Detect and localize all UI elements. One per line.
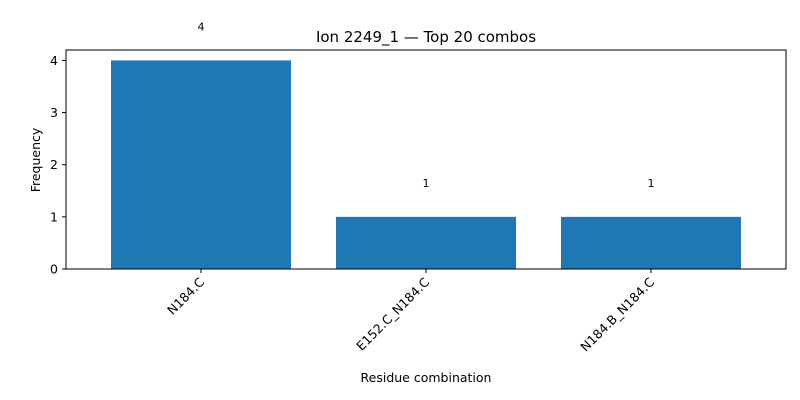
- y-axis-ticks: 0 1 2 3 4: [50, 53, 66, 277]
- x-tick-label-1: N184.C: [164, 274, 207, 317]
- x-axis-ticks: N184.C E152.C_N184.C N184.B_N184.C: [164, 269, 657, 354]
- y-tick-label-0: 0: [50, 262, 58, 277]
- x-axis-label: Residue combination: [361, 370, 492, 385]
- y-axis-label: Frequency: [28, 127, 43, 192]
- data-labels-group: 4 1 1: [198, 20, 655, 189]
- y-tick-label-1: 1: [50, 209, 58, 224]
- bar-value-label-2: 1: [423, 177, 430, 190]
- x-tick-label-2: E152.C_N184.C: [353, 274, 432, 353]
- bar-value-label-1: 4: [198, 20, 205, 33]
- bars-group: [111, 60, 741, 269]
- y-tick-label-2: 2: [50, 157, 58, 172]
- y-tick-label-3: 3: [50, 105, 58, 120]
- x-tick-label-3: N184.B_N184.C: [577, 274, 657, 354]
- bar-1: [111, 60, 291, 269]
- bar-value-label-3: 1: [648, 177, 655, 190]
- plot-area-frame: [65, 49, 787, 270]
- bar-3: [561, 216, 741, 269]
- bar-2: [336, 216, 516, 269]
- chart-title: Ion 2249_1 — Top 20 combos: [316, 28, 536, 47]
- y-tick-label-4: 4: [50, 53, 58, 68]
